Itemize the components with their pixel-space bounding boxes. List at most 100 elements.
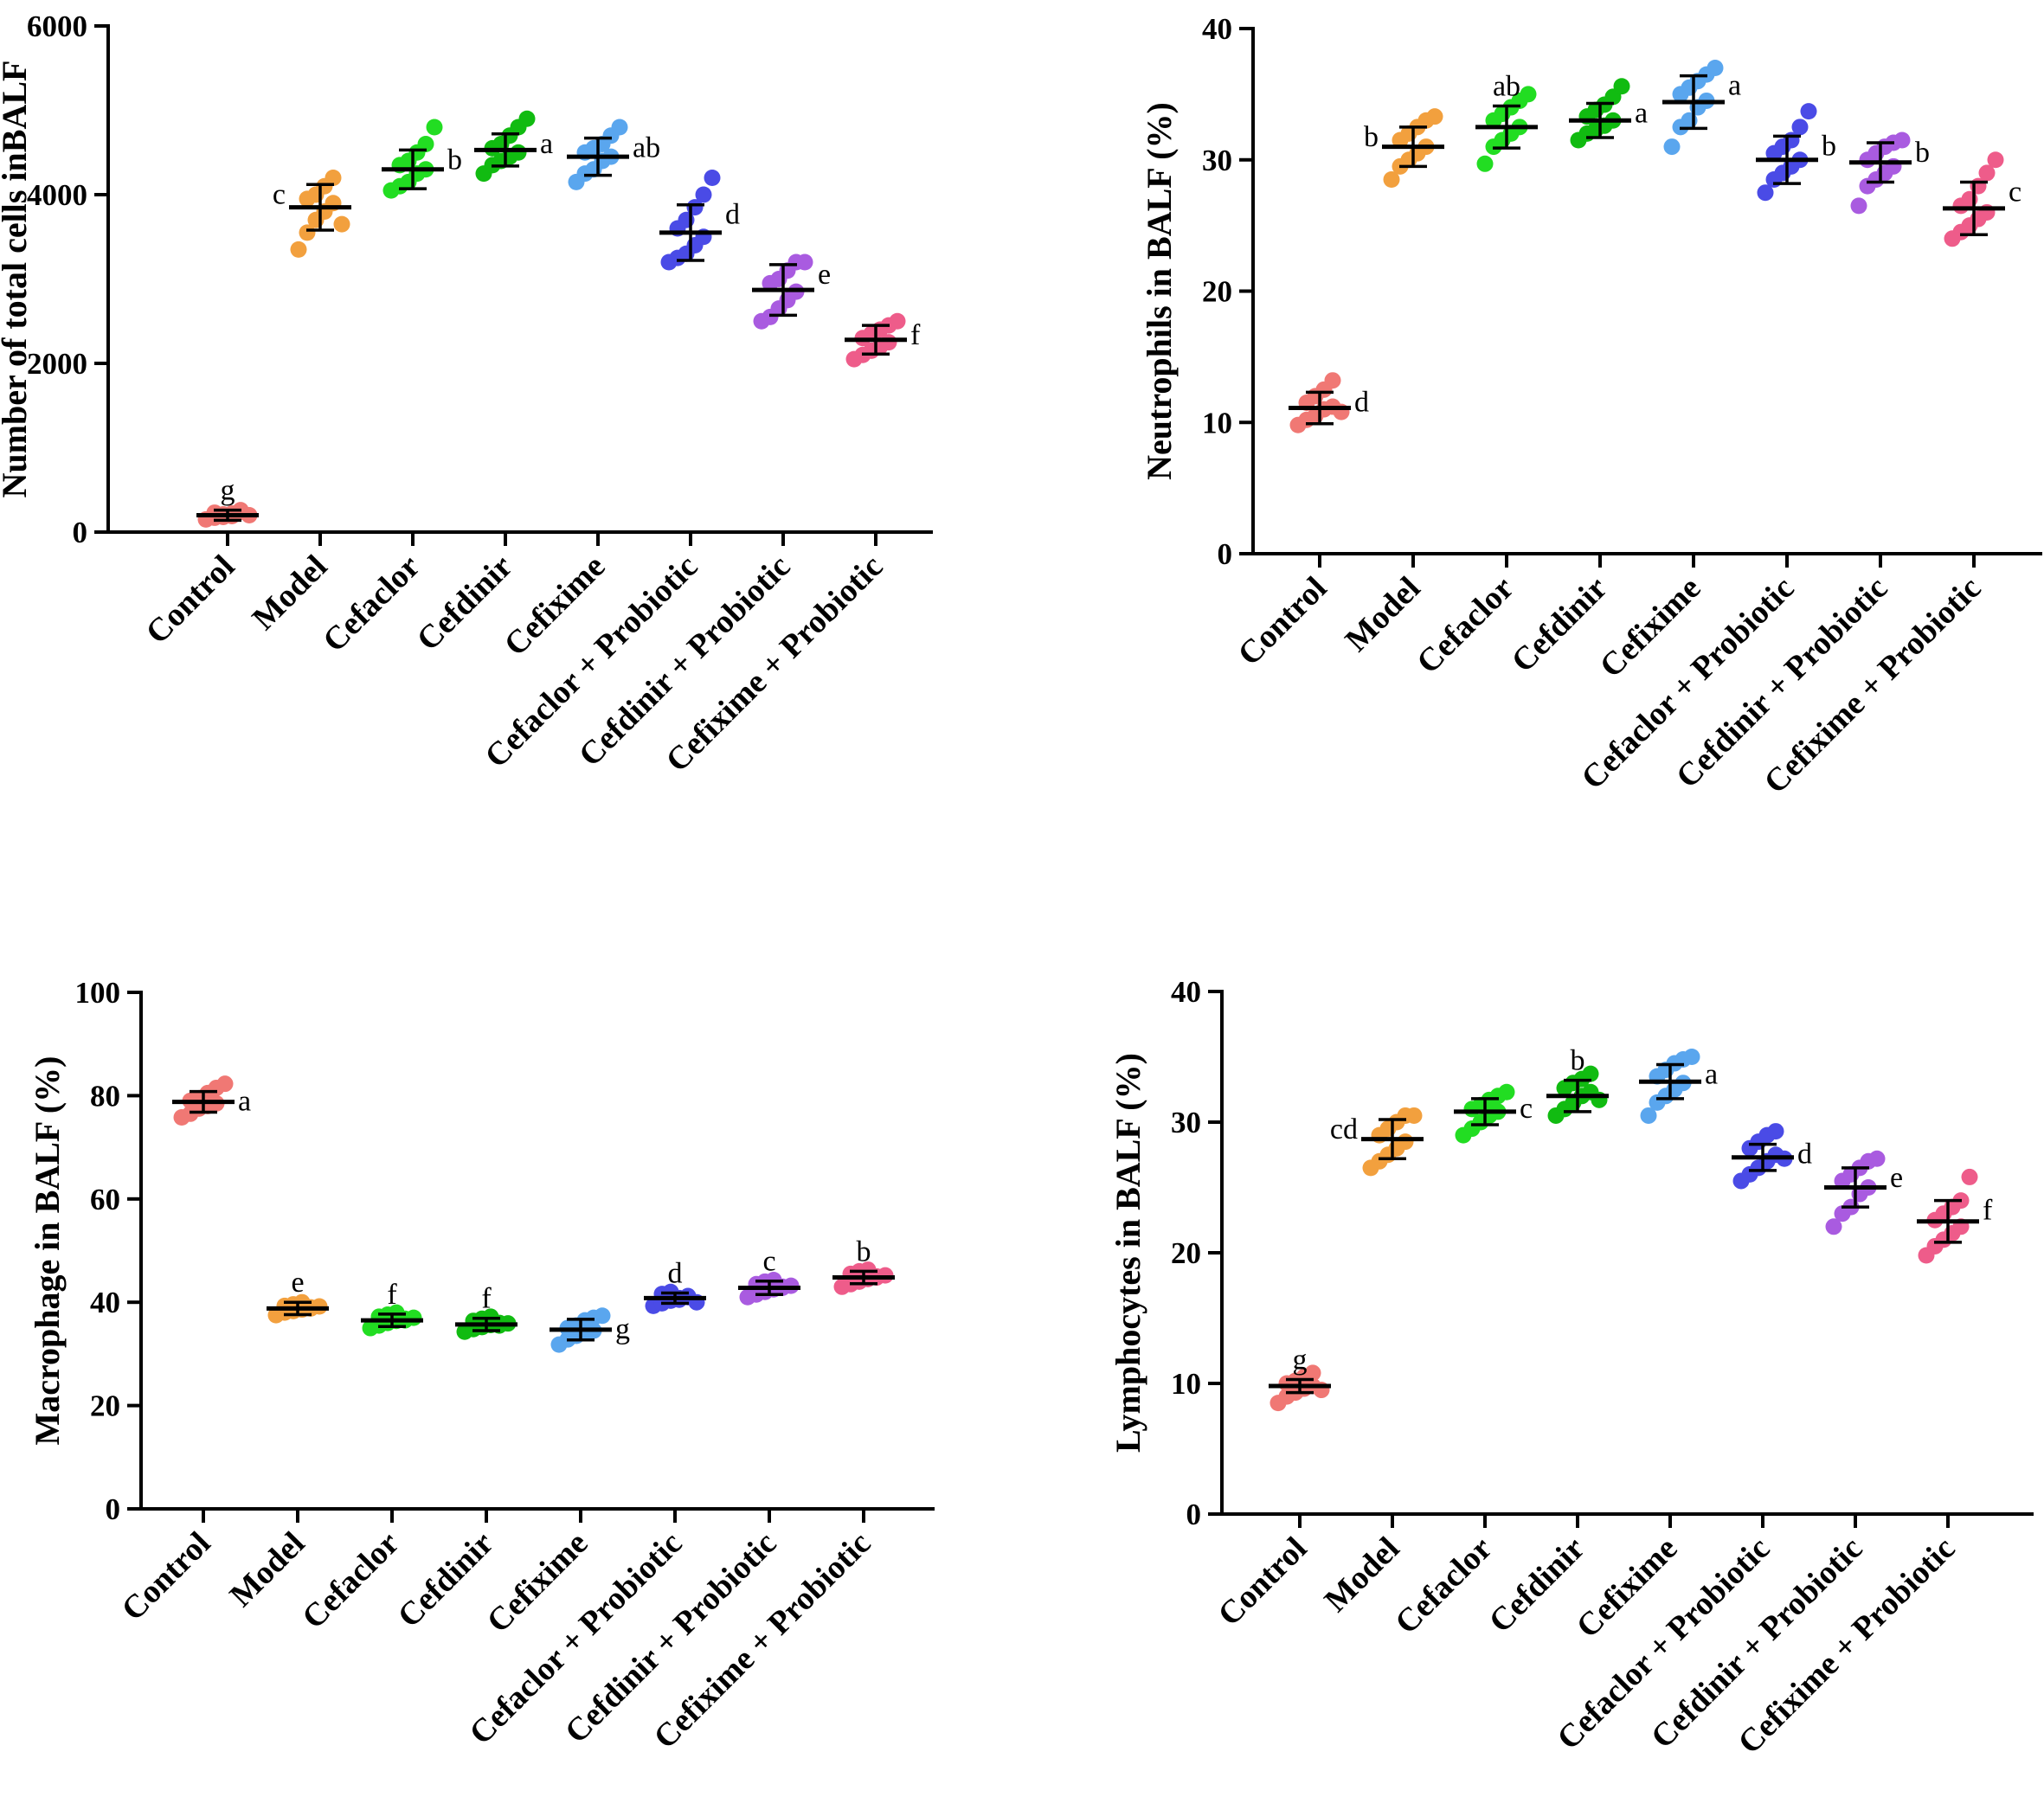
data-point [1582, 1065, 1599, 1082]
data-point [1961, 1168, 1978, 1185]
significance-letter: c [273, 178, 286, 210]
y-tick-label: 60 [90, 1183, 120, 1216]
y-tick-label: 100 [75, 976, 121, 1010]
data-point [426, 119, 443, 136]
data-point [510, 144, 527, 161]
data-point [1978, 164, 1996, 182]
y-tick-label: 40 [1202, 12, 1232, 46]
significance-letter: b [1915, 137, 1930, 169]
significance-letter: ab [633, 132, 660, 164]
data-point [1640, 1107, 1657, 1124]
data-point [1825, 1218, 1842, 1235]
panel-lymphocytes: 0 10 20 30 40 Lymphocytes in BALF (%) Control g… [1109, 975, 2034, 1761]
y-tick-label: 4000 [27, 178, 87, 212]
data-point [1767, 1123, 1784, 1140]
y-tick-label: 20 [90, 1389, 120, 1423]
category-label-model: Model [1339, 570, 1428, 659]
panel-total-cells: 0 2000 4000 6000 Number of total cells inBAL… [0, 10, 933, 780]
significance-letter: cd [1330, 1113, 1358, 1145]
y-tick-label: 0 [106, 1492, 121, 1526]
data-point [1520, 86, 1537, 103]
significance-letter: d [1797, 1139, 1812, 1171]
data-point [695, 186, 712, 203]
significance-letter: ab [1493, 71, 1520, 103]
data-point [216, 1075, 234, 1093]
y-axis-title: Lymphocytes in BALF (%) [1109, 1053, 1147, 1453]
y-tick-label: 30 [1202, 144, 1232, 177]
significance-letter: e [1890, 1162, 1903, 1194]
category-label-control: Control [139, 549, 242, 651]
significance-letter: b [857, 1235, 871, 1267]
data-point [333, 215, 350, 233]
significance-letter: f [1983, 1195, 1993, 1227]
significance-letter: b [1364, 121, 1379, 153]
y-tick-label: 20 [1202, 275, 1232, 309]
y-tick-label: 20 [1171, 1236, 1201, 1270]
category-label-control: Control [1231, 570, 1334, 673]
y-tick-label: 0 [1218, 537, 1233, 571]
data-point [1498, 1083, 1515, 1101]
significance-letter: c [1520, 1093, 1533, 1125]
data-point [704, 170, 721, 186]
significance-letter: d [668, 1257, 683, 1289]
data-point [1683, 1049, 1700, 1065]
significance-letter: a [1705, 1059, 1718, 1091]
significance-letter: a [1728, 70, 1741, 102]
y-tick-label: 10 [1202, 406, 1232, 440]
data-point [1791, 119, 1809, 136]
data-point [1800, 103, 1817, 120]
y-tick-label: 2000 [27, 347, 87, 381]
data-point [796, 253, 813, 271]
significance-letter: e [291, 1267, 304, 1299]
data-point [417, 136, 434, 152]
data-point [594, 1307, 611, 1325]
data-point [1987, 151, 2004, 169]
significance-letter: g [221, 475, 235, 507]
category-label-cefaclor: Cefaclor [316, 549, 427, 659]
significance-letter: c [2009, 176, 2022, 209]
significance-letter: g [615, 1313, 630, 1345]
y-tick-label: 6000 [27, 10, 87, 43]
significance-letter: c [762, 1246, 775, 1278]
data-point [1868, 1150, 1886, 1167]
data-point [889, 312, 906, 330]
category-label-control: Control [115, 1525, 218, 1628]
significance-letter: e [818, 259, 831, 291]
panel-macrophage: 0 20 40 60 80 100 Macrophage in BALF (%) Contro… [28, 976, 935, 1756]
y-tick-label: 40 [1171, 975, 1201, 1009]
y-tick-label: 40 [90, 1286, 120, 1319]
data-point [1397, 1133, 1414, 1151]
significance-letter: b [1822, 130, 1836, 162]
data-point [1383, 171, 1400, 189]
y-axis-title: Neutrophils in BALF (%) [1140, 102, 1179, 480]
data-point [1850, 197, 1867, 215]
significance-letter: g [1293, 1344, 1308, 1376]
category-label-model: Model [246, 549, 335, 638]
significance-letter: a [238, 1086, 251, 1118]
y-tick-label: 0 [1186, 1498, 1202, 1531]
significance-letter: f [910, 319, 921, 351]
significance-letter: a [540, 128, 553, 160]
data-point [1663, 138, 1681, 156]
y-axis-title: Macrophage in BALF (%) [28, 1056, 67, 1446]
y-tick-label: 10 [1171, 1367, 1201, 1401]
data-point [299, 224, 316, 241]
significance-letter: d [1354, 386, 1369, 418]
significance-letter: f [481, 1283, 492, 1315]
data-point [1893, 132, 1911, 149]
significance-letter: d [725, 199, 740, 231]
data-point [1324, 372, 1341, 389]
y-tick-label: 80 [90, 1079, 120, 1113]
y-tick-label: 30 [1171, 1106, 1201, 1139]
data-point [1757, 184, 1774, 202]
category-label-cefaclor: Cefaclor [1388, 1530, 1499, 1641]
data-point [518, 110, 536, 127]
category-label-model: Model [223, 1525, 312, 1614]
category-label-cefaclor: Cefaclor [1410, 570, 1520, 681]
category-label-control: Control [1212, 1530, 1314, 1633]
significance-letter: f [387, 1279, 397, 1311]
data-point [1613, 78, 1630, 95]
y-tick-label: 0 [73, 516, 88, 549]
panel-neutrophils: 0 10 20 30 40 Neutrophils in BALF (%) Control d… [1140, 12, 2042, 801]
